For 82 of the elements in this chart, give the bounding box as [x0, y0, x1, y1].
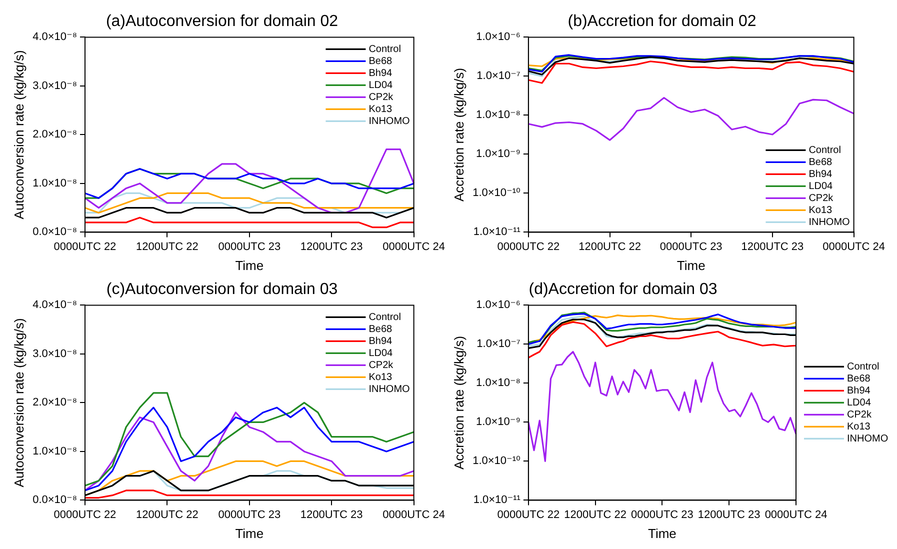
y-tick-label: 1.0×10⁻⁶ — [476, 299, 520, 312]
y-tick-label: 4.0×10⁻⁸ — [32, 31, 77, 44]
y-tick-label: 0.0×10⁻⁸ — [32, 494, 77, 506]
chart-title: (b)Accretion for domain 02 — [568, 13, 756, 30]
x-axis-title: Time — [676, 258, 706, 273]
legend-label: Ko13 — [808, 204, 832, 216]
legend-label: Control — [368, 312, 401, 323]
legend-label: INHOMO — [368, 116, 410, 127]
y-tick-label: 1.0×10⁻⁸ — [32, 445, 77, 458]
y-axis-title: Autoconversion rate (kg/kg/s) — [11, 318, 26, 488]
y-tick-label: 1.0×10⁻¹⁰ — [472, 455, 522, 468]
x-tick-label: 1200UTC 23 — [698, 508, 760, 521]
x-tick-label: 1200UTC 22 — [578, 240, 641, 253]
y-tick-label: 3.0×10⁻⁸ — [32, 348, 77, 360]
y-tick-label: 4.0×10⁻⁸ — [32, 299, 77, 312]
y-tick-label: 1.0×10⁻¹¹ — [473, 226, 521, 238]
x-tick-label: 0000UTC 22 — [54, 508, 116, 521]
x-tick-label: 0000UTC 22 — [54, 240, 116, 253]
x-tick-label: 0000UTC 23 — [218, 508, 281, 521]
legend-label: INHOMO — [808, 216, 850, 228]
legend-label: Be68 — [368, 324, 392, 335]
legend-label: CP2k — [368, 92, 394, 103]
legend-label: CP2k — [847, 409, 872, 420]
legend-label: Control — [368, 44, 401, 55]
x-axis-title: Time — [648, 526, 676, 541]
y-tick-label: 1.0×10⁻⁷ — [476, 70, 520, 82]
legend-label: Bh94 — [808, 168, 832, 180]
y-tick-label: 2.0×10⁻⁸ — [32, 128, 77, 141]
x-axis-title: Time — [235, 258, 264, 273]
x-tick-label: 1200UTC 22 — [136, 240, 198, 253]
legend-label: Be68 — [368, 56, 392, 67]
chart-title: (c)Autoconversion for domain 03 — [106, 281, 338, 298]
y-tick-label: 1.0×10⁻¹¹ — [473, 494, 521, 506]
x-tick-label: 1200UTC 23 — [300, 508, 363, 521]
x-tick-label: 1200UTC 22 — [136, 508, 198, 521]
x-tick-label: 0000UTC 23 — [660, 240, 722, 253]
y-tick-label: 0.0×10⁻⁸ — [32, 226, 77, 238]
legend-label: LD04 — [368, 348, 394, 359]
x-tick-label: 0000UTC 22 — [497, 508, 560, 521]
x-tick-label: 0000UTC 24 — [764, 508, 828, 521]
y-axis-title: Autoconversion rate (kg/kg/s) — [11, 50, 26, 220]
y-tick-label: 2.0×10⁻⁸ — [32, 396, 77, 409]
legend-label: Control — [808, 144, 841, 156]
x-tick-label: 1200UTC 23 — [300, 240, 363, 253]
legend-label: LD04 — [808, 180, 834, 192]
y-tick-label: 1.0×10⁻⁹ — [476, 148, 520, 160]
legend-label: Bh94 — [847, 385, 871, 396]
legend-label: Bh94 — [368, 68, 392, 79]
y-tick-label: 1.0×10⁻⁸ — [32, 177, 77, 190]
y-axis-title: Accretion rate (kg/kg/s) — [451, 68, 466, 202]
x-tick-label: 0000UTC 23 — [631, 508, 694, 521]
y-tick-label: 1.0×10⁻⁸ — [476, 377, 520, 390]
x-axis-title: Time — [235, 526, 264, 541]
legend-label: INHOMO — [368, 384, 410, 395]
legend-label: LD04 — [368, 80, 394, 91]
y-tick-label: 1.0×10⁻¹⁰ — [472, 187, 522, 200]
legend-label: CP2k — [368, 360, 394, 371]
legend-label: INHOMO — [847, 433, 888, 444]
chart-title: (d)Accretion for domain 03 — [528, 281, 718, 298]
x-tick-label: 1200UTC 23 — [741, 240, 804, 253]
chart-title: (a)Autoconversion for domain 02 — [106, 13, 338, 30]
x-tick-label: 0000UTC 24 — [382, 508, 446, 521]
legend-label: Be68 — [808, 156, 832, 168]
y-tick-label: 1.0×10⁻⁹ — [476, 416, 520, 428]
y-tick-label: 1.0×10⁻⁸ — [476, 109, 520, 122]
y-tick-label: 1.0×10⁻⁶ — [476, 31, 520, 44]
legend-label: Ko13 — [368, 104, 392, 115]
legend-label: Control — [847, 361, 880, 372]
y-axis-title: Accretion rate (kg/kg/s) — [451, 336, 466, 470]
legend-label: CP2k — [808, 192, 834, 204]
x-tick-label: 0000UTC 24 — [382, 240, 446, 253]
x-tick-label: 1200UTC 22 — [564, 508, 627, 521]
x-tick-label: 0000UTC 24 — [822, 240, 886, 253]
legend-label: Bh94 — [368, 336, 392, 347]
y-tick-label: 1.0×10⁻⁷ — [476, 338, 520, 350]
x-tick-label: 0000UTC 23 — [218, 240, 281, 253]
legend-label: Ko13 — [368, 372, 392, 383]
legend-label: LD04 — [847, 397, 872, 408]
x-tick-label: 0000UTC 22 — [497, 240, 560, 253]
y-tick-label: 3.0×10⁻⁸ — [32, 80, 77, 92]
legend-label: Be68 — [847, 373, 871, 384]
legend-label: Ko13 — [847, 421, 871, 432]
